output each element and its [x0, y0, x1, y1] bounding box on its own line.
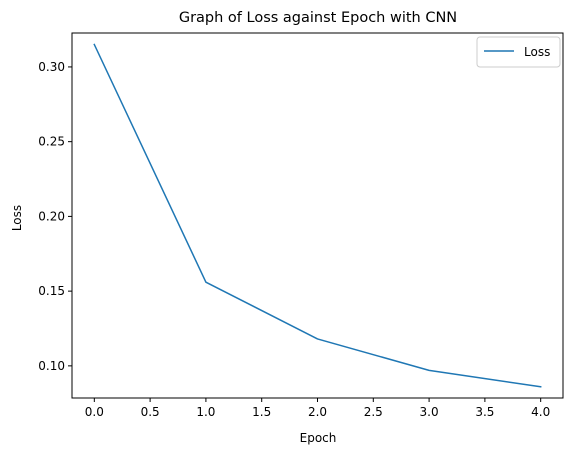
- y-tick-label: 0.15: [38, 284, 65, 298]
- x-tick-label: 3.0: [420, 405, 439, 419]
- y-tick-label: 0.25: [38, 135, 65, 149]
- y-tick-label: 0.10: [38, 359, 65, 373]
- legend-box: [476, 36, 561, 68]
- x-axis-ticks: 0.0 0.5 1.0 1.5 2.0 2.5 3.0 3.5 4.0: [85, 398, 550, 419]
- y-axis-ticks: 0.10 0.15 0.20 0.25 0.30: [38, 60, 72, 373]
- x-tick-label: 1.5: [252, 405, 271, 419]
- chart-title: Graph of Loss against Epoch with CNN: [179, 10, 457, 26]
- x-tick-label: 3.5: [475, 405, 494, 419]
- y-axis-label: Loss: [10, 205, 24, 231]
- x-tick-label: 2.5: [364, 405, 383, 419]
- y-tick-label: 0.30: [38, 60, 65, 74]
- x-axis-label: Epoch: [300, 431, 337, 445]
- x-tick-label: 0.0: [85, 405, 104, 419]
- x-tick-label: 2.0: [308, 405, 327, 419]
- x-tick-label: 1.0: [196, 405, 215, 419]
- series-layer: [93, 43, 542, 388]
- legend: Loss: [476, 36, 561, 68]
- x-tick-label: 4.0: [531, 405, 550, 419]
- x-tick-label: 0.5: [141, 405, 160, 419]
- y-tick-label: 0.20: [38, 209, 65, 223]
- legend-label-loss: Loss: [524, 45, 550, 59]
